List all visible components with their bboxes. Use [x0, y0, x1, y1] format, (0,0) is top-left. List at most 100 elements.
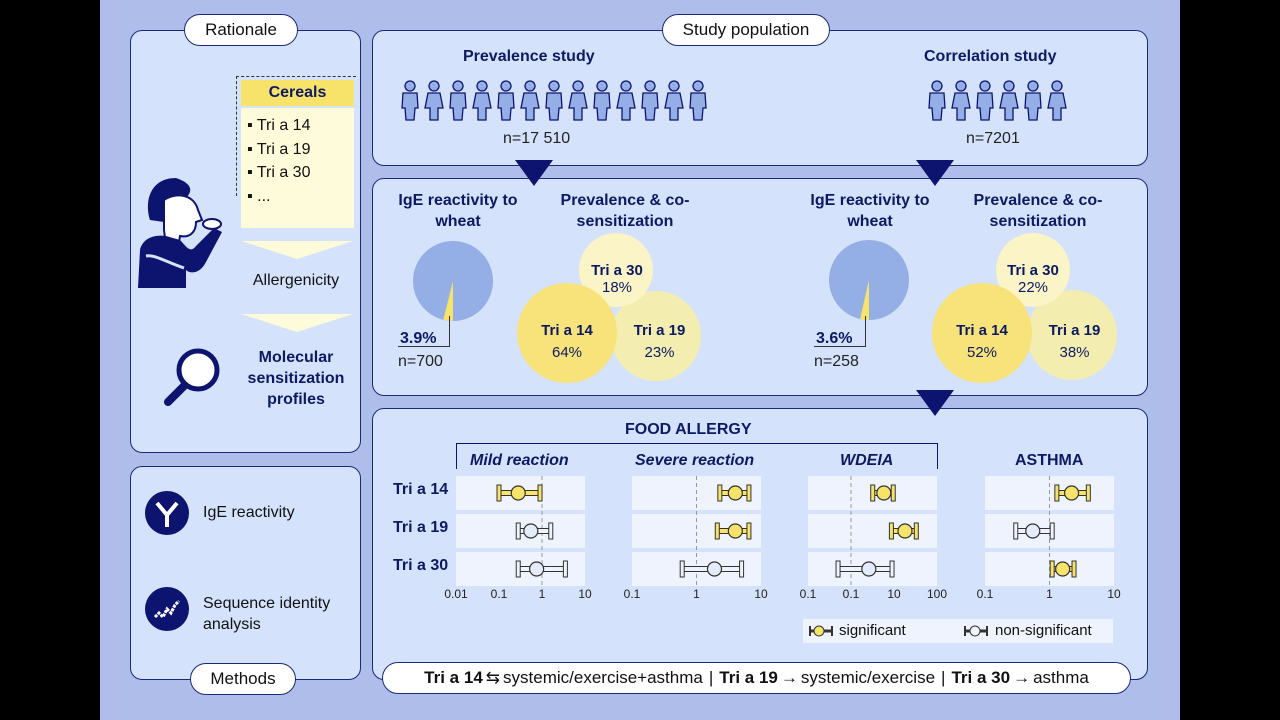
ige-title-1: IgE reactivity to wheat [398, 192, 518, 230]
man-icon [689, 80, 707, 121]
forest-point [515, 522, 554, 540]
forest-point [515, 560, 568, 578]
venn-value: 22% [1017, 279, 1049, 296]
pie-slice-ige [443, 281, 453, 321]
method-ige: IgE reactivity [203, 504, 295, 521]
antibody-icon [145, 491, 189, 535]
child-eating-icon [138, 178, 222, 288]
row-label: Tri a 14 [393, 481, 449, 498]
magnifier-icon [164, 348, 220, 406]
forest-point [1054, 484, 1091, 502]
axis-tick-label: 10 [887, 587, 901, 601]
ige-pct-1: 3.9% [400, 330, 437, 347]
bidirectional-arrow-icon: ⇆ [485, 668, 501, 687]
venn-tri-a-14 [517, 283, 617, 383]
man-icon [401, 80, 419, 121]
axis-tick-label: 100 [926, 587, 948, 601]
cereal-item: ▪ ... [247, 187, 271, 205]
ige-title-2: IgE reactivity to wheat [810, 192, 930, 230]
arrow-right-icon: → [1013, 668, 1031, 687]
prevalence-title-1: Prevalence & co-sensitization [560, 192, 690, 230]
legend-non-significant: non-significant [995, 622, 1092, 639]
cereals-title: Cereals [241, 80, 354, 106]
non-significant-legend-icon [964, 625, 988, 637]
correlation-study-title: Correlation study [924, 48, 1057, 65]
forest-point [835, 560, 895, 578]
pie-leader [398, 316, 450, 347]
food-allergy-bracket [456, 443, 938, 469]
forest-title: Mild reaction [470, 452, 569, 469]
summary-effect: asthma [1033, 668, 1089, 687]
summary-effect: systemic/exercise [800, 668, 936, 687]
forest-title: Severe reaction [635, 452, 755, 469]
axis-tick-label: 1 [1046, 587, 1053, 601]
venn-tri-a-19 [611, 291, 701, 381]
study-population-label: Study population [662, 14, 830, 46]
prevalence-title-2: Prevalence & co-sensitization [973, 192, 1103, 230]
pie-slice-ige [860, 280, 869, 320]
forest-point [717, 484, 752, 502]
man-icon [545, 80, 563, 121]
summary-effect: systemic/exercise+asthma [503, 668, 703, 687]
ige-pct-2: 3.6% [816, 330, 853, 347]
man-icon [449, 80, 467, 121]
arrow-right-icon: → [780, 668, 798, 687]
man-icon [641, 80, 659, 121]
arrow-down-icon [916, 390, 954, 416]
venn-value: 64% [551, 344, 583, 361]
summary-allergen: Tri a 19 [719, 668, 778, 687]
legend [803, 619, 1113, 643]
woman-icon [472, 80, 492, 121]
axis-tick-label: 0.1 [976, 587, 994, 601]
venn-value: 52% [966, 344, 998, 361]
forest-title: WDEIA [840, 452, 894, 469]
man-icon [497, 80, 515, 121]
sequence-icon [145, 587, 189, 631]
venn-label: Tri a 19 [1048, 322, 1101, 339]
forest-point [496, 484, 543, 502]
prevalence-study-title: Prevalence study [463, 48, 595, 65]
allergenicity-label: Allergenicity [252, 272, 340, 289]
forest-point [1049, 560, 1077, 578]
cereal-item: ▪ Tri a 14 [247, 117, 311, 134]
separator: | [941, 668, 946, 687]
axis-tick-label: 0.1 [799, 587, 817, 601]
woman-icon [1047, 80, 1067, 121]
venn-label: Tri a 30 [1007, 262, 1059, 279]
axis-tick-label: 10 [1107, 587, 1121, 601]
woman-icon [999, 80, 1019, 121]
man-icon [593, 80, 611, 121]
people-icons [928, 80, 1067, 121]
venn-value: 18% [601, 279, 633, 296]
correlation-n: n=7201 [966, 130, 1020, 147]
venn-value: 38% [1059, 344, 1090, 361]
pie-leader [814, 316, 866, 347]
methods-label: Methods [190, 663, 296, 695]
venn-value: 23% [644, 344, 675, 361]
venn-label: Tri a 19 [633, 322, 686, 339]
row-label: Tri a 30 [393, 557, 449, 574]
axis-tick-label: 0.01 [444, 587, 468, 601]
venn-tri-a-14 [932, 283, 1032, 383]
food-allergy-title: FOOD ALLERGY [625, 421, 752, 438]
woman-icon [520, 80, 540, 121]
cereal-item: ▪ Tri a 30 [247, 164, 311, 181]
axis-tick-label: 0.1 [842, 587, 860, 601]
molecular-profiles-label: Molecular sensitization profiles [247, 349, 345, 408]
forest-point [1013, 522, 1055, 540]
man-icon [1024, 80, 1042, 121]
axis-tick-label: 10 [578, 587, 592, 601]
arrow-down-icon [241, 314, 353, 332]
axis-tick-label: 1 [693, 587, 700, 601]
arrow-down-icon [916, 160, 954, 186]
forest-point [870, 484, 896, 502]
axis-tick-label: 10 [754, 587, 768, 601]
axis-tick-label: 0.1 [490, 587, 508, 601]
venn-label: Tri a 30 [591, 262, 643, 279]
legend-significant: significant [839, 622, 906, 639]
axis-tick-label: 0.1 [623, 587, 641, 601]
man-icon [928, 80, 946, 121]
